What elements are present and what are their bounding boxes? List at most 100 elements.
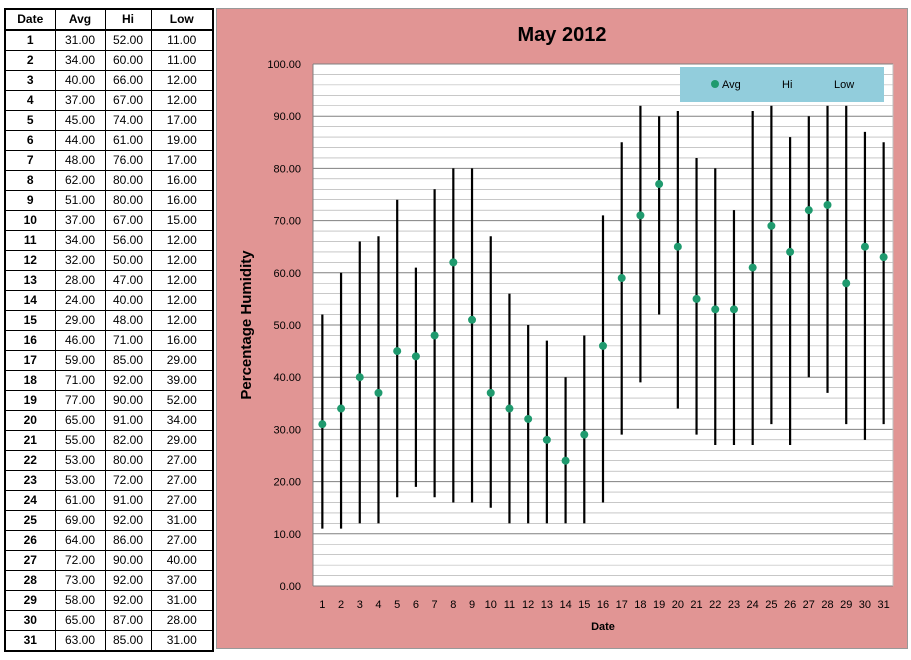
x-tick-label: 2 bbox=[338, 599, 344, 611]
cell-hi: 92.00 bbox=[104, 570, 152, 591]
cell-avg: 37.00 bbox=[54, 90, 106, 111]
legend-hi-label: Hi bbox=[782, 79, 792, 91]
hi-low-ranges bbox=[321, 105, 885, 529]
legend-low-label: Low bbox=[834, 79, 854, 91]
cell-avg: 65.00 bbox=[54, 610, 106, 631]
cell-low: 11.00 bbox=[150, 29, 214, 51]
x-tick-label: 22 bbox=[709, 599, 721, 611]
cell-hi: 72.00 bbox=[104, 470, 152, 491]
cell-hi: 50.00 bbox=[104, 250, 152, 271]
cell-avg: 51.00 bbox=[54, 190, 106, 211]
table-row: 19 77.00 90.00 52.00 bbox=[4, 390, 214, 411]
avg-point bbox=[842, 279, 851, 288]
humidity-chart: May 2012 0.0010.0020.0030.0040.0050.0060… bbox=[238, 24, 894, 633]
legend: Avg Hi Low bbox=[680, 67, 884, 102]
avg-point bbox=[542, 435, 551, 444]
cell-low: 29.00 bbox=[150, 350, 214, 371]
cell-date: 9 bbox=[4, 190, 56, 211]
x-tick-label: 4 bbox=[375, 599, 381, 611]
table-row: 10 37.00 67.00 15.00 bbox=[4, 210, 214, 231]
x-tick-label: 13 bbox=[541, 599, 553, 611]
cell-low: 27.00 bbox=[150, 470, 214, 491]
x-tick-label: 19 bbox=[653, 599, 665, 611]
x-tick-label: 18 bbox=[634, 599, 646, 611]
cell-date: 18 bbox=[4, 370, 56, 391]
cell-low: 16.00 bbox=[150, 330, 214, 351]
y-tick-label: 40.00 bbox=[273, 372, 301, 384]
table-row: 29 58.00 92.00 31.00 bbox=[4, 590, 214, 611]
cell-low: 11.00 bbox=[150, 50, 214, 71]
cell-low: 16.00 bbox=[150, 190, 214, 211]
cell-avg: 32.00 bbox=[54, 250, 106, 271]
x-tick-label: 9 bbox=[469, 599, 475, 611]
x-tick-label: 8 bbox=[450, 599, 456, 611]
humidity-data-table: Date Avg Hi Low 1 31.00 52.00 11.00 2 34.00 60… bbox=[4, 8, 214, 652]
cell-date: 10 bbox=[4, 210, 56, 231]
cell-date: 29 bbox=[4, 590, 56, 611]
table-row: 12 32.00 50.00 12.00 bbox=[4, 250, 214, 271]
table-row: 11 34.00 56.00 12.00 bbox=[4, 230, 214, 251]
header-avg: Avg bbox=[54, 8, 106, 31]
x-tick-label: 5 bbox=[394, 599, 400, 611]
avg-point bbox=[692, 294, 701, 303]
cell-low: 40.00 bbox=[150, 550, 214, 571]
y-axis-title: Percentage Humidity bbox=[238, 250, 255, 400]
cell-date: 20 bbox=[4, 410, 56, 431]
x-tick-label: 30 bbox=[859, 599, 871, 611]
table-row: 6 44.00 61.00 19.00 bbox=[4, 130, 214, 151]
header-low: Low bbox=[150, 8, 214, 31]
cell-date: 28 bbox=[4, 570, 56, 591]
cell-low: 12.00 bbox=[150, 270, 214, 291]
cell-low: 16.00 bbox=[150, 170, 214, 191]
avg-point bbox=[580, 430, 589, 439]
avg-point bbox=[617, 274, 626, 283]
cell-hi: 48.00 bbox=[104, 310, 152, 331]
cell-low: 17.00 bbox=[150, 150, 214, 171]
x-tick-label: 28 bbox=[821, 599, 833, 611]
avg-point bbox=[636, 211, 645, 220]
cell-hi: 76.00 bbox=[104, 150, 152, 171]
y-tick-label: 10.00 bbox=[273, 529, 301, 541]
cell-date: 17 bbox=[4, 350, 56, 371]
x-tick-label: 27 bbox=[803, 599, 815, 611]
table-row: 14 24.00 40.00 12.00 bbox=[4, 290, 214, 311]
cell-low: 12.00 bbox=[150, 310, 214, 331]
cell-avg: 55.00 bbox=[54, 430, 106, 451]
cell-avg: 46.00 bbox=[54, 330, 106, 351]
cell-avg: 24.00 bbox=[54, 290, 106, 311]
cell-hi: 80.00 bbox=[104, 190, 152, 211]
cell-date: 23 bbox=[4, 470, 56, 491]
x-tick-label: 15 bbox=[578, 599, 590, 611]
cell-avg: 62.00 bbox=[54, 170, 106, 191]
avg-point bbox=[748, 263, 757, 272]
cell-date: 15 bbox=[4, 310, 56, 331]
cell-low: 12.00 bbox=[150, 90, 214, 111]
table-row: 8 62.00 80.00 16.00 bbox=[4, 170, 214, 191]
x-tick-label: 14 bbox=[559, 599, 571, 611]
cell-avg: 34.00 bbox=[54, 50, 106, 71]
avg-point bbox=[561, 456, 570, 465]
cell-avg: 53.00 bbox=[54, 450, 106, 471]
cell-low: 12.00 bbox=[150, 70, 214, 91]
cell-date: 31 bbox=[4, 630, 56, 652]
x-tick-label: 3 bbox=[357, 599, 363, 611]
cell-date: 13 bbox=[4, 270, 56, 291]
y-tick-label: 60.00 bbox=[273, 268, 301, 280]
cell-avg: 31.00 bbox=[54, 29, 106, 51]
cell-hi: 92.00 bbox=[104, 510, 152, 531]
x-tick-label: 26 bbox=[784, 599, 796, 611]
cell-low: 15.00 bbox=[150, 210, 214, 231]
cell-avg: 48.00 bbox=[54, 150, 106, 171]
header-hi: Hi bbox=[104, 8, 152, 31]
cell-hi: 90.00 bbox=[104, 550, 152, 571]
cell-hi: 85.00 bbox=[104, 350, 152, 371]
table-row: 9 51.00 80.00 16.00 bbox=[4, 190, 214, 211]
x-axis-title: Date bbox=[591, 621, 615, 633]
cell-date: 11 bbox=[4, 230, 56, 251]
avg-point bbox=[449, 258, 458, 267]
cell-hi: 56.00 bbox=[104, 230, 152, 251]
avg-point bbox=[337, 404, 346, 413]
avg-point bbox=[505, 404, 514, 413]
avg-points bbox=[318, 180, 888, 465]
cell-avg: 77.00 bbox=[54, 390, 106, 411]
